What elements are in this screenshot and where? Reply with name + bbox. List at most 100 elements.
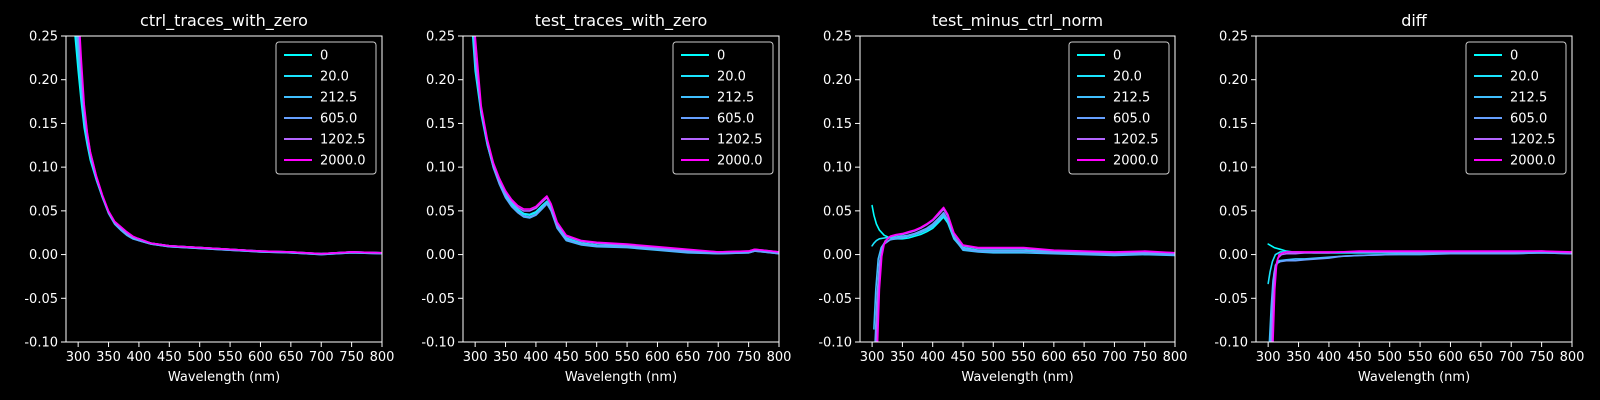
x-axis-label: Wavelength (nm) (1358, 370, 1470, 385)
plot-frame (462, 35, 780, 343)
chart-title: diff (1401, 11, 1428, 30)
x-tick-label: 300 (1256, 350, 1281, 365)
y-tick-label: 0.15 (426, 117, 455, 132)
x-tick-label: 550 (1408, 350, 1433, 365)
y-tick-label: 0.15 (823, 117, 852, 132)
x-tick-label: 750 (1529, 350, 1554, 365)
y-tick-label: 0.25 (1219, 30, 1248, 45)
legend-entry: 2000.0 (717, 154, 763, 169)
x-axis-label: Wavelength (nm) (961, 370, 1073, 385)
x-tick-label: 300 (463, 350, 488, 365)
y-tick-label: 0.20 (823, 73, 852, 88)
series-line-605.0 (874, 211, 1175, 342)
legend-entry: 212.5 (1510, 91, 1547, 106)
legend-entry: 212.5 (717, 91, 754, 106)
plot-frame (859, 35, 1176, 343)
x-tick-label: 550 (218, 350, 243, 365)
series-group (471, 36, 779, 255)
x-tick-label: 700 (1499, 350, 1524, 365)
x-tick-label: 400 (1317, 350, 1342, 365)
y-tick-label: 0.00 (426, 248, 455, 263)
legend-entry: 605.0 (1113, 112, 1150, 127)
x-tick-label: 400 (920, 350, 945, 365)
legend-entry: 0 (717, 49, 725, 64)
y-tick-label: 0.10 (1219, 161, 1248, 176)
x-tick-label: 300 (66, 350, 91, 365)
plot-frame (1255, 35, 1573, 343)
series-line-605.0 (473, 36, 779, 255)
legend-entry: 2000.0 (1510, 154, 1556, 169)
x-tick-label: 350 (96, 350, 121, 365)
x-tick-label: 400 (524, 350, 549, 365)
y-tick-label: -0.05 (421, 292, 455, 307)
x-tick-label: 700 (1102, 350, 1127, 365)
y-tick-label: 0.20 (1219, 73, 1248, 88)
series-line-212.5 (1268, 252, 1572, 342)
chart-panel-1: 300 350 400 450 500 550 600 650 700 750 800 -0.10 -0… (24, 11, 394, 385)
legend-entry: 2000.0 (1113, 154, 1159, 169)
legend-entry: 1202.5 (1113, 133, 1159, 148)
legend: 0 20.0 212.5 605.0 1202.5 2000.0 (672, 41, 774, 175)
x-tick-label: 750 (1132, 350, 1157, 365)
series-group (74, 36, 382, 256)
legend: 0 20.0 212.5 605.0 1202.5 2000.0 (1068, 41, 1170, 175)
legend-entry: 212.5 (1113, 91, 1150, 106)
series-line-2000.0 (876, 206, 1175, 342)
x-axis-label: Wavelength (nm) (565, 370, 677, 385)
legend-entry: 20.0 (717, 70, 746, 85)
x-tick-label: 800 (1560, 350, 1585, 365)
series-line-2000.0 (1272, 250, 1572, 342)
x-tick-label: 500 (981, 350, 1006, 365)
y-tick-label: 0.20 (426, 73, 455, 88)
x-tick-label: 350 (493, 350, 518, 365)
x-tick-label: 350 (890, 350, 915, 365)
legend-entry: 20.0 (1113, 70, 1142, 85)
y-tick-label: 0.00 (1219, 248, 1248, 263)
x-tick-label: 650 (675, 350, 700, 365)
y-tick-label: -0.10 (1214, 336, 1248, 351)
series-line-605.0 (1269, 252, 1572, 342)
x-tick-label: 450 (1347, 350, 1372, 365)
series-line-2000.0 (474, 36, 779, 253)
x-tick-label: 600 (1041, 350, 1066, 365)
y-tick-label: 0.05 (426, 204, 455, 219)
y-tick-label: -0.05 (1214, 292, 1248, 307)
plot-frame (65, 35, 383, 343)
x-tick-label: 800 (767, 350, 792, 365)
x-tick-label: 700 (309, 350, 334, 365)
x-tick-label: 650 (1468, 350, 1493, 365)
x-tick-label: 450 (951, 350, 976, 365)
y-tick-label: 0.15 (29, 117, 58, 132)
y-tick-label: 0.25 (426, 30, 455, 45)
x-tick-label: 550 (615, 350, 640, 365)
legend-entry: 1202.5 (320, 133, 366, 148)
legend-entry: 1202.5 (1510, 133, 1556, 148)
legend-entry: 605.0 (320, 112, 357, 127)
y-tick-label: -0.05 (24, 292, 58, 307)
legend-entry: 20.0 (320, 70, 349, 85)
y-tick-label: -0.10 (818, 336, 852, 351)
x-tick-label: 700 (706, 350, 731, 365)
chart-panel-3: 300 350 400 450 500 550 600 650 700 750 800 -0.10 -0… (818, 11, 1187, 385)
legend-entry: 212.5 (320, 91, 357, 106)
x-tick-label: 600 (248, 350, 273, 365)
x-tick-label: 600 (645, 350, 670, 365)
x-tick-label: 450 (554, 350, 579, 365)
series-group (871, 204, 1175, 342)
y-tick-label: 0.00 (29, 248, 58, 263)
y-tick-label: 0.05 (29, 204, 58, 219)
series-line-20.0 (1267, 251, 1572, 285)
y-tick-label: 0.10 (823, 161, 852, 176)
y-tick-label: -0.10 (421, 336, 455, 351)
x-tick-label: 350 (1286, 350, 1311, 365)
x-tick-label: 500 (584, 350, 609, 365)
y-tick-label: 0.00 (823, 248, 852, 263)
legend-entry: 1202.5 (717, 133, 763, 148)
legend-entry: 605.0 (1510, 112, 1547, 127)
series-group (1267, 243, 1572, 342)
y-tick-label: 0.05 (1219, 204, 1248, 219)
y-tick-label: 0.25 (823, 30, 852, 45)
y-tick-label: 0.25 (29, 30, 58, 45)
x-tick-label: 750 (339, 350, 364, 365)
